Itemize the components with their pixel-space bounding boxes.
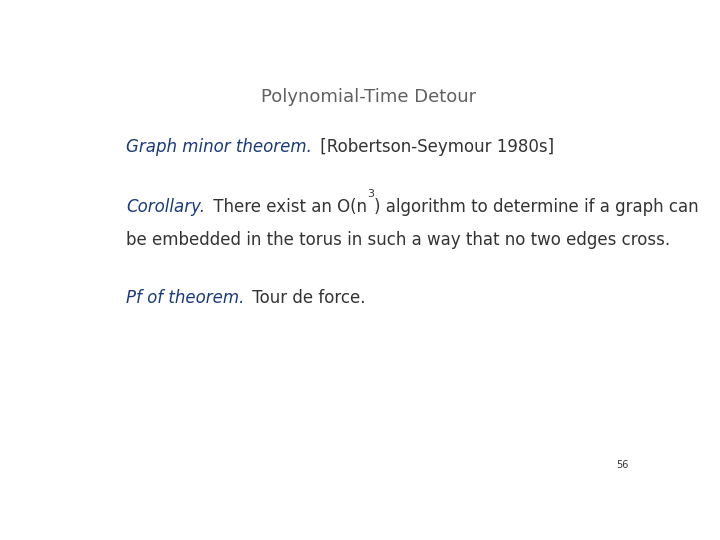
- Text: Corollary.: Corollary.: [126, 198, 205, 216]
- Text: ) algorithm to determine if a graph can: ) algorithm to determine if a graph can: [374, 198, 698, 216]
- Text: Pf of theorem.: Pf of theorem.: [126, 289, 245, 307]
- Text: Tour de force.: Tour de force.: [248, 289, 366, 307]
- Text: Graph minor theorem.: Graph minor theorem.: [126, 138, 312, 156]
- Text: be embedded in the torus in such a way that no two edges cross.: be embedded in the torus in such a way t…: [126, 231, 670, 249]
- Text: [Robertson-Seymour 1980s]: [Robertson-Seymour 1980s]: [315, 138, 554, 156]
- Text: 3: 3: [367, 188, 374, 199]
- Text: There exist an O(n: There exist an O(n: [208, 198, 367, 216]
- Text: 56: 56: [616, 460, 629, 470]
- Text: Polynomial-Time Detour: Polynomial-Time Detour: [261, 87, 477, 106]
